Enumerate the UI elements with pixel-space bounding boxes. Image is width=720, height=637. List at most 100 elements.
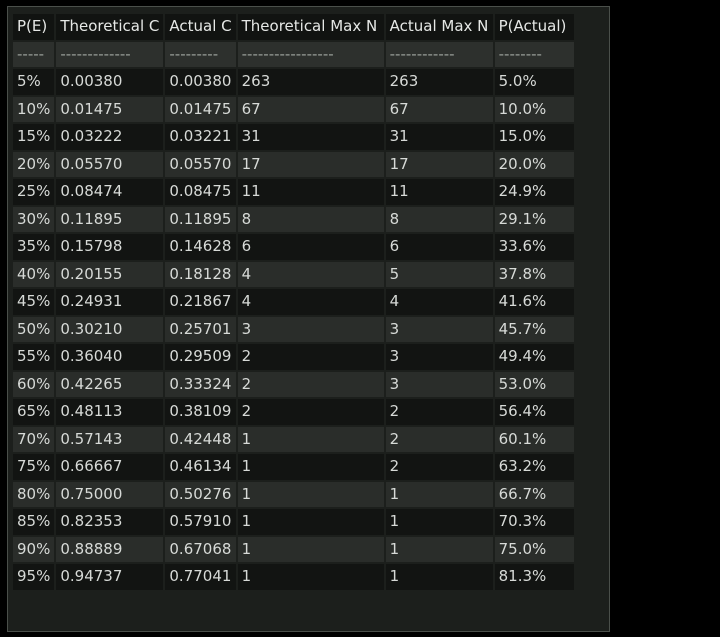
cell-p-e: 30% <box>13 206 55 232</box>
separator-cell: ------------ <box>385 41 493 67</box>
cell-actual-c: 0.57910 <box>165 509 236 535</box>
cell-actual-max-n: 31 <box>385 124 493 150</box>
cell-actual-max-n: 17 <box>385 151 493 177</box>
cell-p-e: 65% <box>13 399 55 425</box>
cell-actual-max-n: 2 <box>385 399 493 425</box>
cell-actual-max-n: 1 <box>385 564 493 590</box>
cell-theoretical-c: 0.03222 <box>56 124 164 150</box>
cell-theoretical-max-n: 2 <box>237 399 384 425</box>
cell-theoretical-max-n: 4 <box>237 261 384 287</box>
cell-theoretical-c: 0.42265 <box>56 371 164 397</box>
cell-p-actual: 63.2% <box>494 454 574 480</box>
cell-theoretical-max-n: 67 <box>237 96 384 122</box>
table-row: 25% 0.08474 0.08475 11 11 24.9% <box>13 179 574 205</box>
table-row: 75% 0.66667 0.46134 1 2 63.2% <box>13 454 574 480</box>
cell-p-actual: 20.0% <box>494 151 574 177</box>
cell-p-actual: 45.7% <box>494 316 574 342</box>
cell-theoretical-max-n: 1 <box>237 481 384 507</box>
cell-actual-c: 0.50276 <box>165 481 236 507</box>
cell-p-actual: 49.4% <box>494 344 574 370</box>
cell-actual-c: 0.08475 <box>165 179 236 205</box>
cell-p-e: 20% <box>13 151 55 177</box>
cell-p-actual: 29.1% <box>494 206 574 232</box>
separator-cell: --------- <box>165 41 236 67</box>
cell-theoretical-c: 0.20155 <box>56 261 164 287</box>
table-row: 85% 0.82353 0.57910 1 1 70.3% <box>13 509 574 535</box>
cell-actual-c: 0.29509 <box>165 344 236 370</box>
table-row: 10% 0.01475 0.01475 67 67 10.0% <box>13 96 574 122</box>
cell-p-actual: 75.0% <box>494 536 574 562</box>
cell-theoretical-max-n: 4 <box>237 289 384 315</box>
cell-p-e: 80% <box>13 481 55 507</box>
cell-actual-max-n: 1 <box>385 509 493 535</box>
cell-actual-max-n: 2 <box>385 454 493 480</box>
cell-actual-c: 0.42448 <box>165 426 236 452</box>
cell-actual-max-n: 1 <box>385 536 493 562</box>
cell-p-e: 50% <box>13 316 55 342</box>
cell-actual-c: 0.01475 <box>165 96 236 122</box>
cell-p-actual: 53.0% <box>494 371 574 397</box>
table-panel: P(E) Theoretical C Actual C Theoretical … <box>7 6 610 632</box>
header-theoretical-max-n: Theoretical Max N <box>237 14 384 40</box>
cell-p-e: 75% <box>13 454 55 480</box>
cell-p-e: 90% <box>13 536 55 562</box>
cell-actual-max-n: 8 <box>385 206 493 232</box>
cell-p-e: 40% <box>13 261 55 287</box>
cell-actual-max-n: 67 <box>385 96 493 122</box>
table-row: 45% 0.24931 0.21867 4 4 41.6% <box>13 289 574 315</box>
cell-theoretical-max-n: 31 <box>237 124 384 150</box>
cell-theoretical-max-n: 263 <box>237 69 384 95</box>
cell-p-actual: 66.7% <box>494 481 574 507</box>
cell-theoretical-max-n: 2 <box>237 371 384 397</box>
header-actual-c: Actual C <box>165 14 236 40</box>
table-row: 55% 0.36040 0.29509 2 3 49.4% <box>13 344 574 370</box>
cell-actual-max-n: 6 <box>385 234 493 260</box>
table-row: 80% 0.75000 0.50276 1 1 66.7% <box>13 481 574 507</box>
cell-theoretical-max-n: 1 <box>237 454 384 480</box>
cell-p-e: 45% <box>13 289 55 315</box>
cell-p-e: 25% <box>13 179 55 205</box>
cell-theoretical-max-n: 1 <box>237 564 384 590</box>
cell-p-e: 85% <box>13 509 55 535</box>
cell-actual-max-n: 5 <box>385 261 493 287</box>
probability-table: P(E) Theoretical C Actual C Theoretical … <box>11 12 576 592</box>
cell-p-actual: 70.3% <box>494 509 574 535</box>
cell-theoretical-c: 0.24931 <box>56 289 164 315</box>
cell-actual-max-n: 4 <box>385 289 493 315</box>
cell-theoretical-c: 0.01475 <box>56 96 164 122</box>
table-row: 65% 0.48113 0.38109 2 2 56.4% <box>13 399 574 425</box>
cell-theoretical-max-n: 2 <box>237 344 384 370</box>
cell-p-e: 70% <box>13 426 55 452</box>
cell-theoretical-max-n: 1 <box>237 509 384 535</box>
cell-actual-c: 0.18128 <box>165 261 236 287</box>
cell-theoretical-c: 0.57143 <box>56 426 164 452</box>
cell-theoretical-max-n: 1 <box>237 426 384 452</box>
header-p-e: P(E) <box>13 14 55 40</box>
cell-theoretical-c: 0.82353 <box>56 509 164 535</box>
separator-cell: ----- <box>13 41 55 67</box>
cell-p-actual: 37.8% <box>494 261 574 287</box>
cell-actual-max-n: 11 <box>385 179 493 205</box>
cell-theoretical-max-n: 3 <box>237 316 384 342</box>
cell-p-e: 15% <box>13 124 55 150</box>
table-row: 20% 0.05570 0.05570 17 17 20.0% <box>13 151 574 177</box>
cell-actual-max-n: 3 <box>385 371 493 397</box>
cell-theoretical-c: 0.15798 <box>56 234 164 260</box>
cell-theoretical-c: 0.05570 <box>56 151 164 177</box>
cell-actual-c: 0.25701 <box>165 316 236 342</box>
cell-theoretical-c: 0.48113 <box>56 399 164 425</box>
cell-actual-max-n: 3 <box>385 344 493 370</box>
table-row: 50% 0.30210 0.25701 3 3 45.7% <box>13 316 574 342</box>
cell-actual-max-n: 2 <box>385 426 493 452</box>
separator-cell: ------------- <box>56 41 164 67</box>
cell-theoretical-max-n: 11 <box>237 179 384 205</box>
cell-p-actual: 41.6% <box>494 289 574 315</box>
table-row: 70% 0.57143 0.42448 1 2 60.1% <box>13 426 574 452</box>
cell-p-actual: 24.9% <box>494 179 574 205</box>
separator-row: ----- ------------- --------- ----------… <box>13 41 574 67</box>
cell-actual-max-n: 1 <box>385 481 493 507</box>
cell-theoretical-c: 0.94737 <box>56 564 164 590</box>
table-row: 35% 0.15798 0.14628 6 6 33.6% <box>13 234 574 260</box>
cell-p-actual: 81.3% <box>494 564 574 590</box>
cell-p-e: 55% <box>13 344 55 370</box>
